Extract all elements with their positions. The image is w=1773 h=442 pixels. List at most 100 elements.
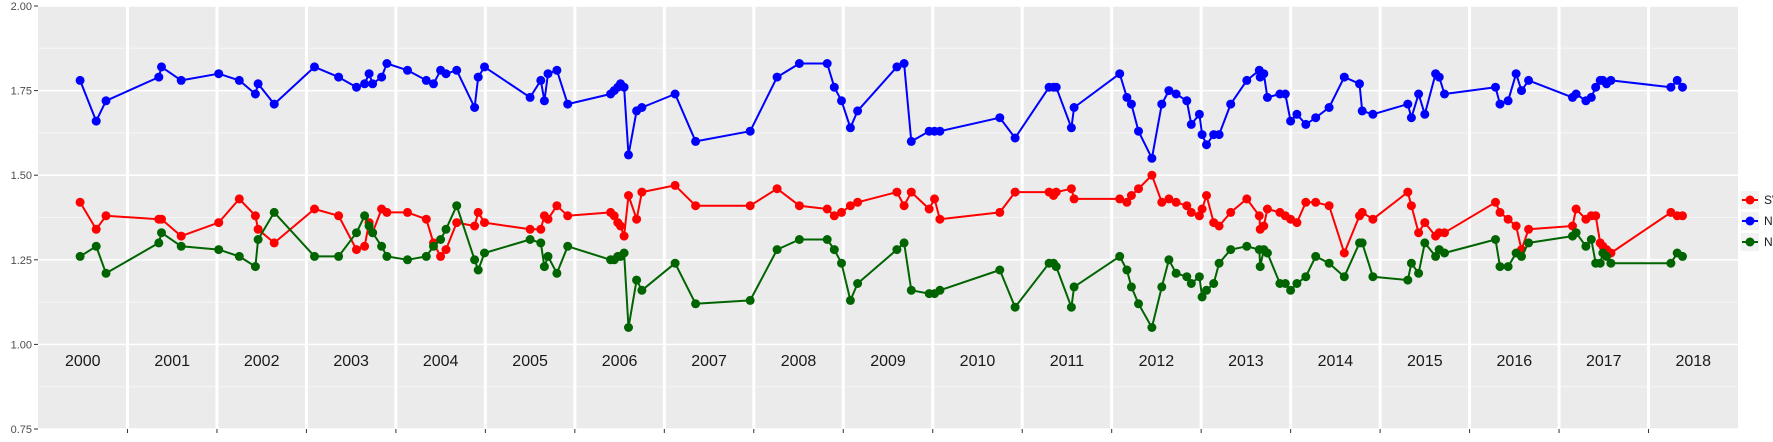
ndvi-point xyxy=(470,103,480,112)
ndwi-point xyxy=(794,235,804,244)
ndvi-point xyxy=(829,82,839,92)
ndwi-point xyxy=(892,245,902,255)
ndwi-point xyxy=(253,235,263,244)
swir-point xyxy=(269,238,279,248)
ndvi-point xyxy=(1186,119,1196,129)
ndvi-point xyxy=(250,89,260,99)
ndvi-point xyxy=(269,99,279,109)
swir-point xyxy=(91,224,101,234)
ndvi-point xyxy=(473,72,483,82)
ndvi-point xyxy=(525,92,535,102)
y-tick-label: 1.25 xyxy=(11,255,32,267)
ndwi-point xyxy=(637,285,647,295)
swir-point xyxy=(1134,184,1143,194)
ndvi-point xyxy=(1164,86,1174,96)
swir-point xyxy=(794,201,804,211)
swir-point xyxy=(935,214,945,224)
ndwi-point xyxy=(1051,262,1061,272)
ndwi-point xyxy=(1420,238,1430,248)
ndwi-point xyxy=(473,265,483,275)
ndvi-point xyxy=(1440,89,1449,99)
ndwi-point xyxy=(1186,279,1196,288)
ndwi-point xyxy=(1503,262,1513,272)
swir-point xyxy=(543,214,553,224)
ndvi-point xyxy=(1311,113,1321,123)
swir-point xyxy=(632,214,642,224)
ndvi-point xyxy=(421,75,431,85)
ndvi-point xyxy=(382,59,392,68)
ndvi-point xyxy=(1122,92,1132,102)
ndwi-point xyxy=(1069,282,1079,292)
swir-point xyxy=(1503,214,1513,224)
year-label: 2015 xyxy=(1407,353,1443,370)
ndwi-point xyxy=(1171,268,1181,278)
ndwi-point xyxy=(1209,279,1219,288)
ndwi-point xyxy=(845,295,855,305)
ndvi-point xyxy=(377,72,387,82)
ndvi-point xyxy=(1259,69,1269,79)
ndvi-point xyxy=(1115,69,1125,79)
swir-point xyxy=(452,218,462,228)
swir-point xyxy=(1591,211,1601,221)
year-labels: 2000 2001 2002 2003 2004 2005 2006 2007 2008 2009… xyxy=(65,353,1711,370)
ndvi-point xyxy=(772,72,782,82)
ndwi-point xyxy=(1262,248,1272,258)
swir-point xyxy=(1420,218,1430,228)
swir-point xyxy=(334,211,344,221)
ndvi-point xyxy=(1403,99,1413,109)
year-label: 2016 xyxy=(1497,353,1533,370)
ndwi-point xyxy=(1414,268,1424,278)
swir-point xyxy=(1126,191,1136,200)
year-label: 2013 xyxy=(1228,353,1264,370)
ndvi-point xyxy=(1157,99,1167,109)
swir-point xyxy=(1115,194,1125,204)
ndwi-point xyxy=(1595,258,1605,268)
ndwi-point xyxy=(1202,285,1211,295)
ndvi-point xyxy=(1420,109,1430,119)
ndwi-point xyxy=(352,228,361,238)
swir-point xyxy=(1292,218,1302,228)
ndwi-point xyxy=(214,245,224,255)
year-label: 2004 xyxy=(423,353,459,370)
ndwi-point xyxy=(772,245,782,255)
ndwi-point xyxy=(1524,238,1534,248)
ndvi-point xyxy=(1524,75,1534,85)
ndwi-point xyxy=(1602,251,1611,261)
swir-point xyxy=(436,251,446,261)
swir-point xyxy=(563,211,573,221)
year-label: 2001 xyxy=(154,353,190,370)
ndwi-point xyxy=(368,228,378,238)
swir-point xyxy=(670,180,680,190)
y-tick-label: 0.75 xyxy=(11,424,32,436)
ndwi-point xyxy=(176,241,186,251)
ndwi-point xyxy=(157,228,166,238)
ndvi-point xyxy=(1194,109,1204,119)
ndvi-point xyxy=(552,65,562,75)
ndwi-point xyxy=(1495,262,1505,272)
swir-point xyxy=(1197,204,1207,214)
ndwi-point xyxy=(403,255,412,265)
swir-point xyxy=(470,221,480,231)
swir-point xyxy=(1524,224,1534,234)
ndwi-point xyxy=(1666,258,1676,268)
ndwi-point xyxy=(1586,235,1596,244)
swir-point xyxy=(772,184,782,194)
ndvi-point xyxy=(1606,75,1616,85)
swir-point xyxy=(829,211,839,221)
ndwi-point xyxy=(632,275,642,285)
ndwi-point xyxy=(829,245,839,255)
ndwi-point xyxy=(1214,258,1224,268)
swir-point xyxy=(892,187,902,197)
ndvi-point xyxy=(1368,109,1378,119)
ndwi-point xyxy=(1182,272,1192,282)
year-label: 2017 xyxy=(1586,353,1622,370)
ndvi-point xyxy=(334,72,344,82)
ndvi-point xyxy=(1571,89,1581,99)
ndvi-point xyxy=(745,126,755,136)
ndvi-point xyxy=(1226,99,1236,109)
ndvi-point xyxy=(794,59,804,68)
ndvi-point xyxy=(1324,103,1334,112)
swir-point xyxy=(845,201,855,211)
swir-point xyxy=(616,221,625,231)
ndvi-point xyxy=(1069,103,1079,112)
